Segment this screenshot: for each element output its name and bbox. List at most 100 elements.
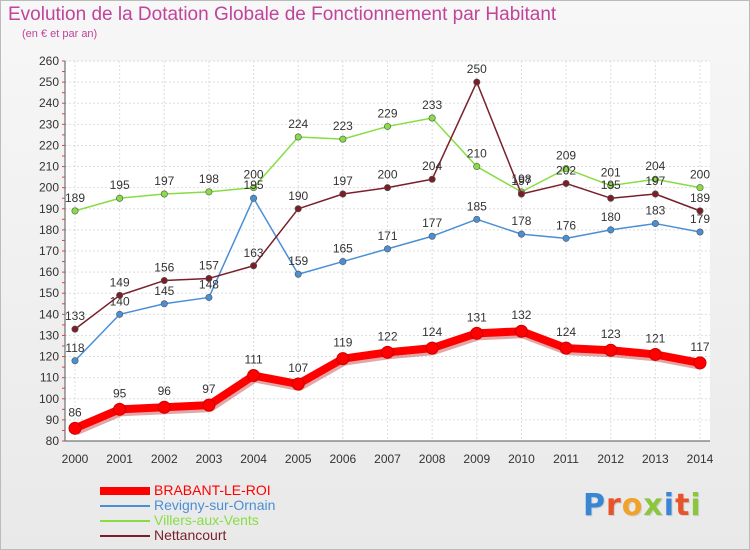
data-point-nettancourt-2001 [116,291,124,299]
data-point-revigny-sur-ornain-2006 [339,258,347,266]
data-label-revigny-sur-ornain-2010: 178 [511,214,531,228]
logo-letter: i [690,488,702,523]
data-point-revigny-sur-ornain-2005 [294,270,302,278]
data-point-nettancourt-2007 [383,184,391,192]
y-tick-label-250: 250 [39,75,59,89]
data-label-revigny-sur-ornain-2007: 171 [377,229,397,243]
data-point-villers-aux-vents-2011 [562,165,570,173]
data-point-brabant-le-roi-2004 [247,369,261,383]
data-point-villers-aux-vents-2005 [294,133,302,141]
y-tick-label-90: 90 [46,413,60,427]
data-label-nettancourt-2007: 200 [377,168,397,182]
data-label-villers-aux-vents-2002: 197 [154,174,174,188]
data-label-villers-aux-vents-2008: 233 [422,98,442,112]
y-tick-label-190: 190 [39,202,59,216]
data-label-revigny-sur-ornain-2003: 148 [199,277,219,291]
legend-label-villers: Villers-aux-Vents [154,512,259,528]
data-point-villers-aux-vents-2006 [339,135,347,143]
data-label-nettancourt-2010: 197 [511,174,531,188]
data-label-brabant-le-roi-2002: 96 [158,384,172,398]
data-label-brabant-le-roi-2005: 107 [288,361,308,375]
data-point-revigny-sur-ornain-2010 [517,230,525,238]
legend-label-revigny: Revigny-sur-Ornain [154,497,276,513]
data-point-revigny-sur-ornain-2007 [383,245,391,253]
data-label-villers-aux-vents-2003: 198 [199,172,219,186]
data-label-nettancourt-2006: 197 [333,174,353,188]
data-label-brabant-le-roi-2008: 124 [422,325,442,339]
data-point-revigny-sur-ornain-2002 [160,300,168,308]
data-label-nettancourt-2004: 163 [244,246,264,260]
y-tick-label-140: 140 [39,307,59,321]
data-point-villers-aux-vents-2004 [250,184,258,192]
x-tick-label-2001: 2001 [106,452,133,466]
data-label-revigny-sur-ornain-2008: 177 [422,216,442,230]
data-point-revigny-sur-ornain-2003 [205,293,213,301]
y-tick-label-160: 160 [39,265,59,279]
chart-subtitle: (en € et par an) [22,28,98,40]
y-tick-label-150: 150 [39,286,59,300]
line-chart: 8090100110120130140150160170180190200210… [39,54,714,466]
data-label-villers-aux-vents-2013: 204 [645,159,665,173]
data-label-nettancourt-2000: 133 [65,309,85,323]
data-label-villers-aux-vents-2001: 195 [110,178,130,192]
data-point-villers-aux-vents-2009 [473,163,481,171]
x-tick-label-2012: 2012 [597,452,624,466]
y-tick-label-220: 220 [39,138,59,152]
data-label-brabant-le-roi-2011: 124 [556,325,576,339]
data-point-nettancourt-2000 [71,325,79,333]
data-label-revigny-sur-ornain-2005: 159 [288,254,308,268]
y-tick-label-120: 120 [39,350,59,364]
data-label-nettancourt-2009: 250 [467,62,487,76]
y-tick-label-100: 100 [39,392,59,406]
data-label-nettancourt-2003: 157 [199,258,219,272]
y-tick-label-200: 200 [39,181,59,195]
data-point-nettancourt-2006 [339,190,347,198]
data-point-villers-aux-vents-2000 [71,207,79,215]
x-tick-label-2013: 2013 [642,452,669,466]
data-point-revigny-sur-ornain-2008 [428,232,436,240]
data-point-villers-aux-vents-2008 [428,114,436,122]
data-point-brabant-le-roi-2013 [648,347,662,361]
logo-letter: x [643,488,664,523]
data-point-nettancourt-2014 [696,207,704,215]
chart-title: Evolution de la Dotation Globale de Fonc… [8,4,557,25]
y-tick-label-180: 180 [39,223,59,237]
x-tick-label-2008: 2008 [419,452,446,466]
data-label-brabant-le-roi-2001: 95 [113,386,127,400]
data-label-brabant-le-roi-2006: 119 [333,336,352,350]
data-point-brabant-le-roi-2006 [336,352,350,366]
data-label-brabant-le-roi-2012: 123 [601,327,621,341]
x-tick-label-2004: 2004 [240,452,267,466]
logo-letter: P [583,488,606,523]
data-label-villers-aux-vents-2007: 229 [377,106,397,120]
data-label-nettancourt-2001: 149 [110,275,130,289]
data-label-revigny-sur-ornain-2012: 180 [601,210,621,224]
data-point-nettancourt-2005 [294,205,302,213]
data-point-brabant-le-roi-2001 [113,402,127,416]
x-tick-label-2002: 2002 [151,452,178,466]
y-tick-label-230: 230 [39,117,59,131]
data-point-brabant-le-roi-2005 [291,377,305,391]
data-point-revigny-sur-ornain-2004 [250,194,258,202]
data-label-villers-aux-vents-2012: 201 [601,166,621,180]
data-point-brabant-le-roi-2009 [470,326,484,340]
legend-swatch-brabant [100,487,150,495]
data-point-brabant-le-roi-2011 [559,341,573,355]
data-label-villers-aux-vents-2005: 224 [288,117,308,131]
data-label-villers-aux-vents-2014: 200 [690,168,710,182]
data-point-revigny-sur-ornain-2009 [473,215,481,223]
x-tick-label-2010: 2010 [508,452,535,466]
data-point-revigny-sur-ornain-2011 [562,234,570,242]
data-point-nettancourt-2009 [473,78,481,86]
data-label-brabant-le-roi-2004: 111 [244,353,263,367]
data-point-villers-aux-vents-2007 [383,122,391,130]
y-tick-label-210: 210 [39,160,59,174]
data-label-nettancourt-2012: 195 [601,178,621,192]
x-tick-label-2007: 2007 [374,452,401,466]
data-point-revigny-sur-ornain-2013 [651,220,659,228]
data-label-villers-aux-vents-2011: 209 [556,149,576,163]
legend-swatch-nettancourt [100,535,150,537]
data-label-revigny-sur-ornain-2000: 118 [65,341,84,355]
data-point-villers-aux-vents-2001 [116,194,124,202]
logo-letter: i [663,488,676,523]
